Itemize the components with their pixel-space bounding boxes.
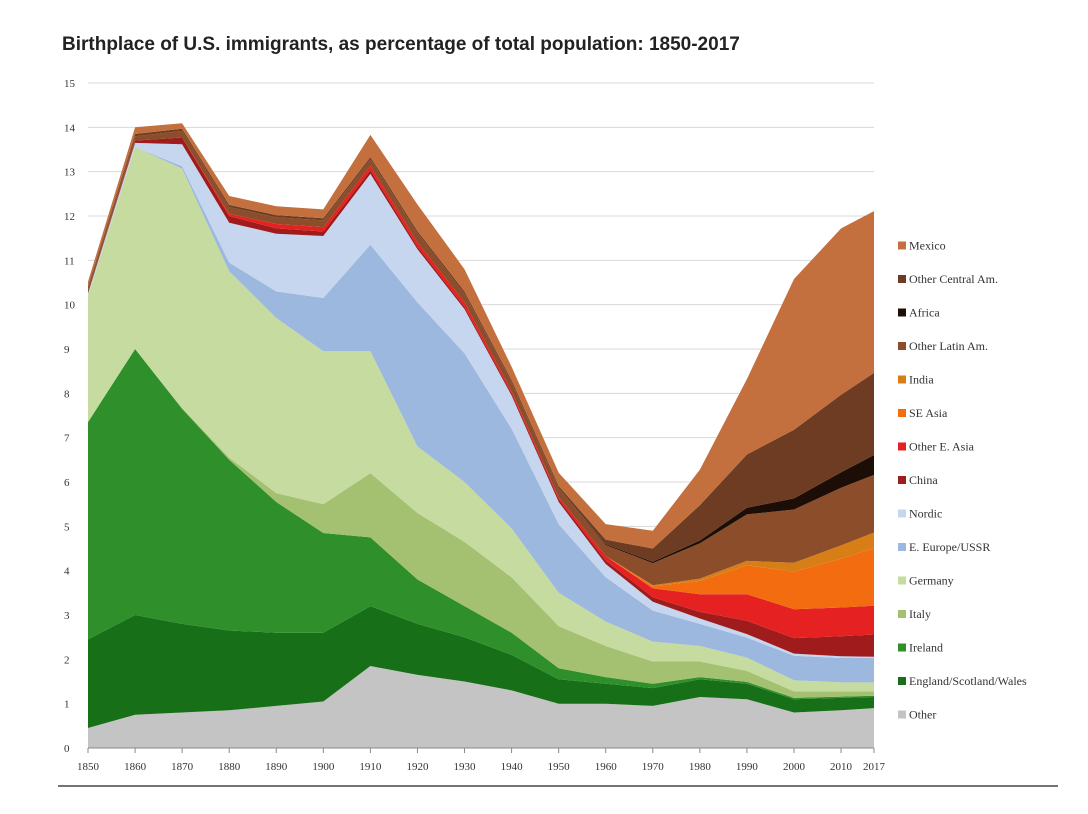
- legend-swatch: [898, 342, 906, 350]
- y-tick-label: 12: [64, 211, 75, 223]
- x-tick-label: 1960: [595, 761, 618, 773]
- y-tick-label: 5: [64, 521, 70, 533]
- legend-swatch: [898, 308, 906, 317]
- legend-swatch: [898, 610, 906, 618]
- area-series-e-europe-ussr: [88, 147, 874, 683]
- y-tick-label: 14: [64, 122, 76, 134]
- area-series-group: [88, 123, 874, 748]
- legend-label: SE Asia: [909, 406, 948, 420]
- y-tick-label: 9: [64, 344, 70, 356]
- legend-label: Other E. Asia: [909, 440, 975, 454]
- x-tick-label: 1860: [124, 761, 147, 773]
- legend-label: Germany: [909, 574, 954, 588]
- legend-label: China: [909, 473, 938, 487]
- y-tick-label: 3: [64, 610, 70, 622]
- legend-label: Mexico: [909, 239, 946, 253]
- legend-label: Ireland: [909, 641, 943, 655]
- x-tick-label: 2010: [830, 761, 853, 773]
- x-tick-label: 1910: [359, 761, 382, 773]
- x-tick-label: 1870: [171, 761, 194, 773]
- legend-swatch: [898, 509, 906, 518]
- x-tick-label: 1970: [642, 761, 665, 773]
- y-tick-label: 6: [64, 477, 70, 489]
- legend-swatch: [898, 543, 906, 551]
- x-tick-label: 1900: [312, 761, 335, 773]
- legend-swatch: [898, 442, 906, 451]
- legend-swatch: [898, 643, 906, 652]
- area-series-ireland: [88, 349, 874, 700]
- legend-label: England/Scotland/Wales: [909, 674, 1027, 688]
- legend-label: E. Europe/USSR: [909, 540, 990, 554]
- y-tick-label: 11: [64, 255, 75, 267]
- x-tick-label: 1850: [77, 761, 100, 773]
- legend-swatch: [898, 275, 906, 283]
- y-tick-label: 7: [64, 433, 70, 445]
- x-tick-label: 2017: [863, 761, 886, 773]
- y-tick-label: 8: [64, 388, 70, 400]
- x-tick-label: 2000: [783, 761, 806, 773]
- legend-label: Other: [909, 708, 936, 722]
- y-tick-label: 10: [64, 300, 76, 312]
- legend-label: Italy: [909, 607, 931, 621]
- area-series-nordic: [88, 142, 874, 658]
- x-tick-label: 1980: [689, 761, 712, 773]
- area-series-germany: [88, 147, 874, 692]
- legend-label: Other Central Am.: [909, 272, 998, 286]
- legend-label: Africa: [909, 306, 940, 320]
- y-tick-label: 0: [64, 743, 70, 755]
- x-tick-label: 1920: [406, 761, 429, 773]
- legend-label: Other Latin Am.: [909, 339, 988, 353]
- x-tick-label: 1880: [218, 761, 241, 773]
- area-series-england-scotland-wales: [88, 606, 874, 728]
- area-series-other-latin-am: [88, 130, 874, 586]
- legend-swatch: [898, 576, 906, 585]
- y-tick-label: 4: [64, 566, 70, 578]
- x-tick-label: 1890: [265, 761, 288, 773]
- legend-label: Nordic: [909, 507, 942, 521]
- chart-title: Birthplace of U.S. immigrants, as percen…: [62, 34, 740, 55]
- y-tick-label: 15: [64, 78, 76, 90]
- y-tick-label: 13: [64, 167, 76, 179]
- legend-swatch: [898, 476, 906, 484]
- legend-swatch: [898, 409, 906, 417]
- x-tick-label: 1940: [501, 761, 524, 773]
- legend-swatch: [898, 677, 906, 685]
- legend: Mexico Other Central Am. Africa Other Latin…: [898, 239, 1027, 722]
- area-series-other: [88, 666, 874, 748]
- y-tick-label: 2: [64, 654, 70, 666]
- legend-label: India: [909, 373, 934, 387]
- legend-swatch: [898, 375, 906, 384]
- x-tick-label: 1990: [736, 761, 759, 773]
- x-tick-label: 1930: [454, 761, 477, 773]
- legend-swatch: [898, 241, 906, 250]
- y-tick-label: 1: [64, 699, 70, 711]
- legend-swatch: [898, 710, 906, 719]
- x-tick-label: 1950: [548, 761, 571, 773]
